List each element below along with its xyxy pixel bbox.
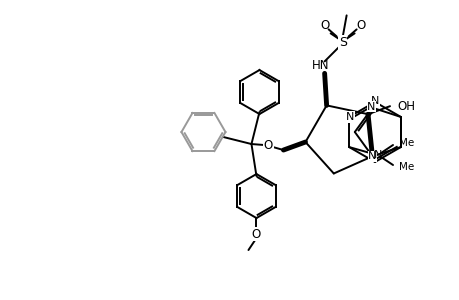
Text: N: N bbox=[345, 112, 353, 122]
Text: Me: Me bbox=[398, 162, 414, 172]
Text: O: O bbox=[251, 227, 261, 241]
Text: HN: HN bbox=[311, 59, 329, 72]
Text: S: S bbox=[338, 36, 346, 49]
Text: OH: OH bbox=[396, 100, 414, 113]
Text: N: N bbox=[366, 102, 375, 112]
Text: N: N bbox=[373, 150, 381, 160]
Text: O: O bbox=[355, 19, 364, 32]
Text: N: N bbox=[368, 151, 376, 161]
Text: N: N bbox=[370, 96, 378, 106]
Text: Me: Me bbox=[398, 138, 414, 148]
Text: O: O bbox=[319, 19, 329, 32]
Text: O: O bbox=[263, 139, 273, 152]
